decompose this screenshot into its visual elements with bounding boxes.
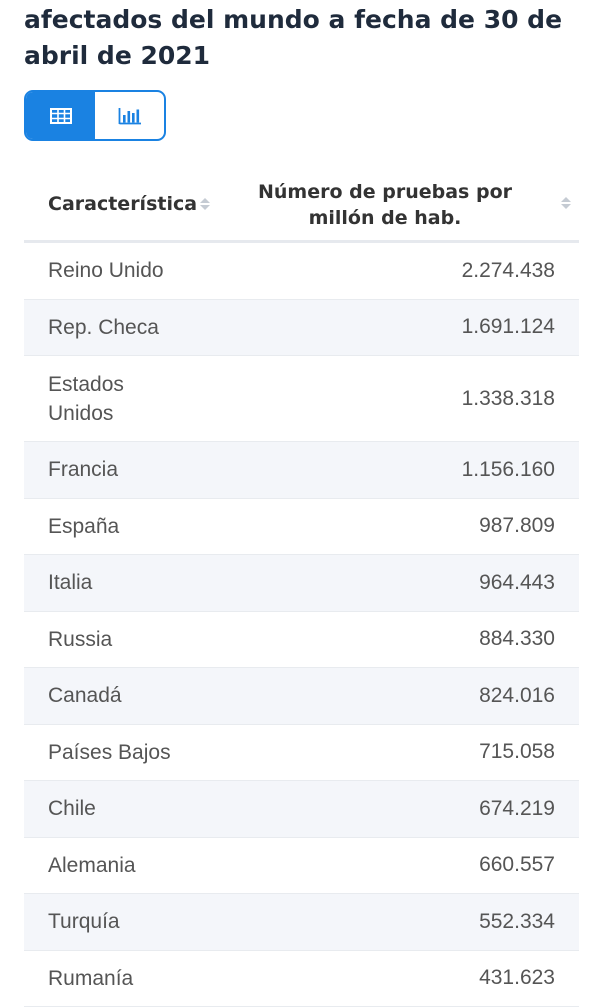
table-row: Rumanía 431.623 bbox=[24, 951, 579, 1007]
table-row: Reino Unido 2.274.438 bbox=[24, 243, 579, 300]
sort-icon bbox=[200, 198, 211, 210]
row-name: Alemania bbox=[48, 853, 136, 877]
table-row: Chile 674.219 bbox=[24, 781, 579, 838]
table-row: Italia 964.443 bbox=[24, 555, 579, 612]
row-name: Italia bbox=[48, 571, 93, 595]
row-name: Canadá bbox=[48, 684, 122, 708]
table-grid-icon bbox=[49, 107, 72, 124]
table-row: Rep. Checa 1.691.124 bbox=[24, 299, 579, 356]
row-value: 715.058 bbox=[479, 740, 555, 764]
row-value: 824.016 bbox=[479, 683, 555, 707]
chart-view-button[interactable] bbox=[95, 92, 164, 139]
table-row: Russia 884.330 bbox=[24, 612, 579, 668]
row-value: 2.274.438 bbox=[461, 258, 555, 282]
column-header-characteristic[interactable]: Característica bbox=[48, 193, 211, 215]
data-table: Característica Número de pruebas por mil… bbox=[24, 165, 579, 1007]
row-value: 431.623 bbox=[479, 966, 555, 990]
row-value: 1.338.318 bbox=[461, 386, 555, 410]
row-value: 1.156.160 bbox=[461, 457, 555, 481]
bar-chart-icon bbox=[118, 107, 141, 124]
table-row: Turquía 552.334 bbox=[24, 894, 579, 951]
row-value: 964.443 bbox=[479, 570, 555, 594]
row-value: 1.691.124 bbox=[461, 315, 555, 339]
row-value: 884.330 bbox=[479, 627, 555, 651]
sort-icon[interactable] bbox=[561, 197, 571, 209]
table-view-button[interactable] bbox=[26, 92, 95, 139]
table-body: Reino Unido 2.274.438 Rep. Checa 1.691.1… bbox=[24, 243, 579, 1007]
view-toggle bbox=[24, 90, 166, 141]
row-name: Estados Unidos bbox=[48, 372, 124, 425]
row-name: Chile bbox=[48, 797, 96, 821]
table-row: España 987.809 bbox=[24, 499, 579, 555]
row-value: 660.557 bbox=[479, 853, 555, 877]
table-row: Estados Unidos 1.338.318 bbox=[24, 356, 579, 442]
column-header-characteristic-label: Característica bbox=[48, 193, 198, 215]
row-name: Rumanía bbox=[48, 966, 134, 990]
table-row: Canadá 824.016 bbox=[24, 668, 579, 725]
row-value: 987.809 bbox=[479, 514, 555, 538]
row-name: Países Bajos bbox=[48, 740, 171, 764]
row-name: Turquía bbox=[48, 910, 120, 934]
page-title: afectados del mundo a fecha de 30 de abr… bbox=[24, 5, 563, 70]
row-name: Rep. Checa bbox=[48, 315, 159, 339]
column-header-value[interactable]: Número de pruebas por millón de hab. bbox=[257, 181, 512, 229]
table-header: Característica Número de pruebas por mil… bbox=[24, 165, 579, 243]
table-row: Países Bajos 715.058 bbox=[24, 725, 579, 781]
row-name: España bbox=[48, 514, 120, 538]
row-name: Reino Unido bbox=[48, 259, 164, 283]
row-value: 552.334 bbox=[479, 909, 555, 933]
row-name: Russia bbox=[48, 627, 113, 651]
table-row: Alemania 660.557 bbox=[24, 838, 579, 894]
table-row: Francia 1.156.160 bbox=[24, 442, 579, 499]
row-value: 674.219 bbox=[479, 796, 555, 820]
row-name: Francia bbox=[48, 458, 119, 482]
